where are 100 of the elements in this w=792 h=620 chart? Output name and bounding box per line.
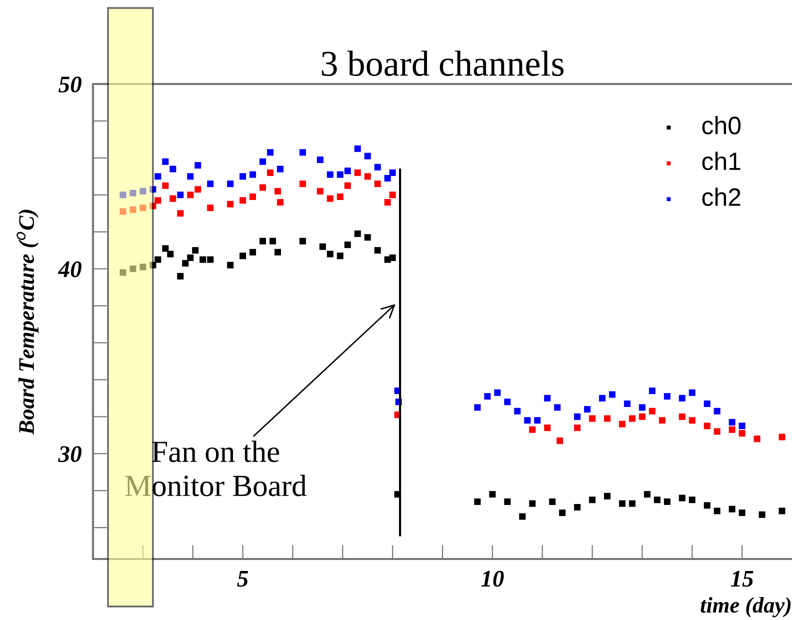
- point: [534, 417, 541, 424]
- y-tick-label: 50: [58, 76, 82, 92]
- point: [274, 248, 281, 256]
- point: [336, 252, 344, 260]
- point: [344, 182, 351, 189]
- point: [519, 513, 526, 520]
- point: [240, 197, 246, 204]
- point: [150, 262, 156, 268]
- point: [678, 494, 686, 502]
- legend-label: ch2: [702, 188, 740, 206]
- y-tick-label: 40: [58, 261, 82, 278]
- legend-label: ch1: [702, 152, 740, 170]
- point: [544, 424, 551, 432]
- point: [140, 188, 146, 194]
- point: [336, 171, 344, 178]
- point: [344, 168, 351, 174]
- point: [299, 149, 306, 156]
- point: [728, 506, 736, 512]
- point: [738, 430, 746, 437]
- point: [319, 243, 326, 250]
- point: [192, 247, 199, 254]
- x-axis-title: time (day): [700, 597, 791, 618]
- point: [200, 256, 206, 263]
- point: [688, 417, 696, 424]
- point: [354, 169, 361, 176]
- point: [326, 171, 334, 178]
- point: [728, 426, 736, 433]
- point: [618, 420, 626, 428]
- point: [714, 508, 720, 514]
- point: [658, 417, 666, 424]
- point: [544, 394, 551, 402]
- point: [529, 426, 536, 433]
- point: [260, 184, 266, 191]
- point: [574, 424, 581, 432]
- point: [609, 391, 616, 398]
- point: [162, 182, 169, 189]
- point: [644, 491, 650, 498]
- point: [628, 415, 636, 422]
- point: [162, 158, 169, 165]
- point: [489, 491, 496, 498]
- point: [266, 169, 274, 176]
- point: [326, 250, 334, 258]
- point: [524, 417, 531, 424]
- point: [638, 413, 646, 420]
- point: [604, 415, 611, 422]
- point: [778, 508, 786, 514]
- point: [177, 192, 184, 198]
- point: [260, 238, 266, 244]
- point: [554, 404, 561, 411]
- point: [504, 498, 511, 505]
- point: [316, 188, 324, 194]
- point: [266, 149, 274, 156]
- point: [154, 197, 162, 204]
- point: [250, 171, 256, 178]
- point: [678, 413, 686, 420]
- point: [227, 180, 234, 188]
- y-tick-label: 30: [58, 446, 82, 462]
- point: [120, 192, 126, 198]
- point: [120, 269, 126, 276]
- point: [678, 394, 686, 402]
- point: [177, 272, 184, 280]
- point: [336, 193, 344, 200]
- point: [170, 195, 176, 202]
- y-axis-title: Board Temperature ($^{o}$C): [16, 210, 39, 435]
- point: [549, 498, 556, 505]
- point: [120, 208, 126, 215]
- point: [664, 498, 670, 505]
- point: [299, 180, 306, 188]
- point: [130, 266, 136, 272]
- point: [260, 158, 266, 165]
- point: [269, 238, 276, 244]
- point: [150, 186, 156, 193]
- point: [664, 393, 670, 400]
- point: [364, 234, 371, 241]
- point: [474, 404, 481, 411]
- point: [384, 175, 391, 182]
- point: [240, 252, 246, 260]
- point: [574, 504, 581, 511]
- point: [140, 204, 146, 212]
- point: [170, 166, 176, 172]
- point: [589, 496, 596, 504]
- point: [574, 413, 581, 420]
- point: [276, 199, 284, 206]
- x-tick-label: 5: [237, 571, 248, 587]
- point: [389, 192, 396, 198]
- point: [207, 180, 214, 188]
- point: [714, 428, 720, 435]
- point: [374, 247, 381, 254]
- point: [240, 173, 246, 180]
- point: [354, 230, 361, 237]
- point: [276, 166, 284, 172]
- point: [374, 180, 381, 188]
- point: [589, 415, 596, 422]
- point: [187, 173, 194, 180]
- point: [529, 500, 536, 507]
- point: [604, 492, 611, 500]
- point: [364, 152, 371, 160]
- point: [299, 238, 306, 244]
- legend-label: ch0: [702, 116, 741, 134]
- point: [389, 254, 396, 261]
